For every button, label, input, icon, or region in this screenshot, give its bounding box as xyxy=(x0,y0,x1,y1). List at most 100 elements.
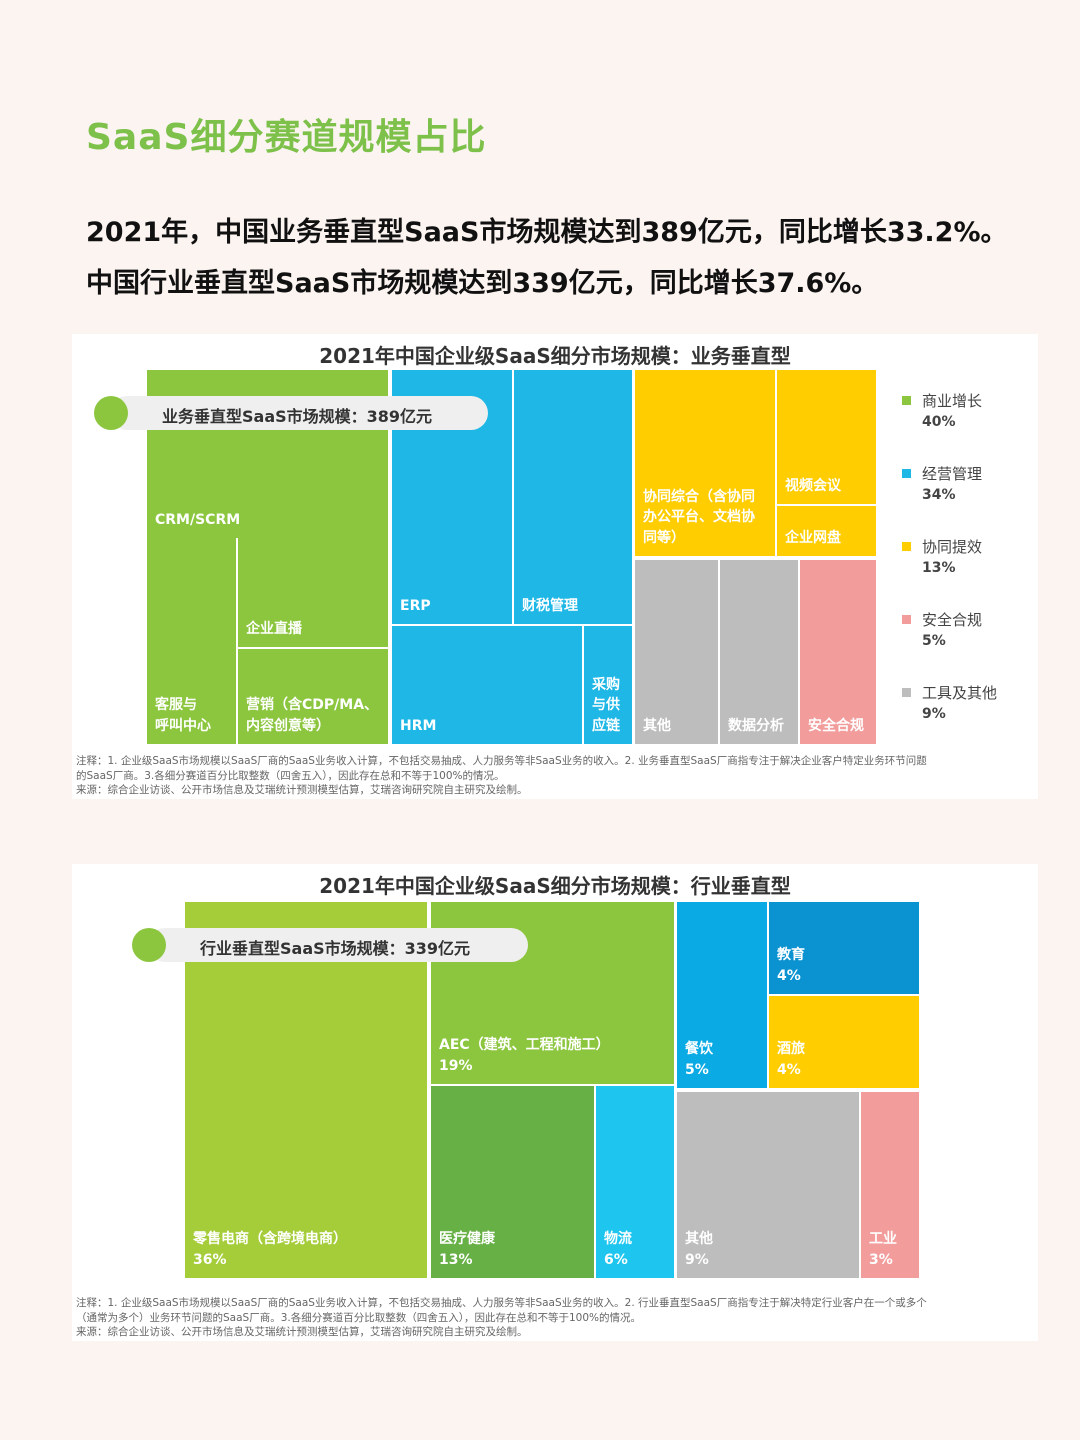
intro-line-1: 2021年，中国业务垂直型SaaS市场规模达到389亿元，同比增长33.2%。 xyxy=(86,217,1008,248)
tile-label: 安全合规 xyxy=(808,716,872,736)
tile-label-line: 应链 xyxy=(592,717,620,734)
note-line: 注释：1. 企业级SaaS市场规模以SaaS厂商的SaaS业务收入计算，不包括交… xyxy=(76,1297,927,1309)
treemap-tile-finance-tax: 财税管理 xyxy=(514,370,632,624)
chart-industry-vertical: 2021年中国企业级SaaS细分市场规模：行业垂直型 零售电商（含跨境电商） 36… xyxy=(72,864,1038,1341)
tile-label: 工业 3% xyxy=(869,1229,915,1270)
tile-label: 客服与 呼叫中心 xyxy=(155,695,232,736)
tile-label-line: 营销（含CDP/MA、 xyxy=(246,697,379,714)
legend-value: 34% xyxy=(922,487,956,503)
tile-label: 企业网盘 xyxy=(785,528,872,548)
legend-value: 5% xyxy=(922,633,946,649)
legend-item: 工具及其他 9% xyxy=(902,682,1032,755)
legend-label: 商业增长 xyxy=(922,392,983,410)
tile-value: 4% xyxy=(777,967,801,984)
tile-label-line: 企业网盘 xyxy=(785,529,841,546)
treemap-tile-data-analysis: 数据分析 xyxy=(720,560,798,744)
legend-item: 安全合规 5% xyxy=(902,609,1032,682)
tile-name: 教育 xyxy=(777,947,805,964)
legend-swatch xyxy=(902,469,911,478)
note-line: （通常为多个）业务环节问题的SaaS厂商。3.各细分赛道百分比取整数（四舍五入）… xyxy=(76,1311,641,1324)
tile-label-line: 视频会议 xyxy=(785,477,841,494)
tile-name: 酒旅 xyxy=(777,1041,805,1058)
tile-label-line: ERP xyxy=(400,597,431,614)
tile-label: 其他 xyxy=(643,716,714,736)
tile-label: CRM/SCRM xyxy=(155,510,384,530)
tile-label-line: 协同综合（含协同 xyxy=(643,489,755,506)
total-size-label: 行业垂直型SaaS市场规模：339亿元 xyxy=(200,939,471,958)
treemap-tile-healthcare: 医疗健康 13% xyxy=(431,1086,594,1278)
legend-value: 9% xyxy=(922,706,946,722)
treemap-tile-logistics: 物流 6% xyxy=(596,1086,674,1278)
tile-label: ERP xyxy=(400,596,508,616)
legend-label: 协同提效 xyxy=(922,538,983,556)
page-title: SaaS细分赛道规模占比 xyxy=(86,117,487,158)
tile-label-line: 安全合规 xyxy=(808,717,864,734)
tile-name: 餐饮 xyxy=(685,1041,713,1058)
note-line: 注释：1. 企业级SaaS市场规模以SaaS厂商的SaaS业务收入计算，不包括交… xyxy=(76,755,927,767)
total-size-label: 业务垂直型SaaS市场规模：389亿元 xyxy=(162,407,433,426)
tile-label-line: 客服与 xyxy=(155,697,197,714)
tile-label: 企业直播 xyxy=(246,619,384,639)
treemap-tile-customer-service: 客服与 呼叫中心 xyxy=(147,538,236,744)
note-line: 的SaaS厂商。3.各细分赛道百分比取整数（四舍五入），因此存在总和不等于100… xyxy=(76,769,505,782)
treemap-tile-retail: 零售电商（含跨境电商） 36% xyxy=(185,902,427,1278)
tile-value: 3% xyxy=(869,1251,893,1268)
green-dot-icon xyxy=(94,396,128,430)
note-line: 来源：综合企业访谈、公开市场信息及艾瑞统计预测模型估算，艾瑞咨询研究院自主研究及… xyxy=(76,784,528,796)
tile-name: 零售电商（含跨境电商） xyxy=(193,1231,347,1248)
treemap-tile-hrm: HRM xyxy=(392,626,582,744)
legend-label: 安全合规 xyxy=(922,611,983,629)
tile-label-line: HRM xyxy=(400,717,437,734)
treemap-tile-industry: 工业 3% xyxy=(861,1092,919,1278)
tile-value: 19% xyxy=(439,1057,473,1074)
tile-label: AEC（建筑、工程和施工） 19% xyxy=(439,1035,670,1076)
tile-label-line: 其他 xyxy=(643,717,671,734)
legend-item: 商业增长 40% xyxy=(902,390,1032,463)
tile-name: AEC（建筑、工程和施工） xyxy=(439,1037,610,1054)
tile-label-line: 数据分析 xyxy=(728,717,784,734)
tile-value: 36% xyxy=(193,1251,227,1268)
legend-swatch xyxy=(902,688,911,697)
tile-name: 医疗健康 xyxy=(439,1231,495,1248)
legend-label: 工具及其他 xyxy=(922,684,998,702)
legend-item: 经营管理 34% xyxy=(902,463,1032,536)
tile-name: 其他 xyxy=(685,1231,713,1248)
tile-label-line: CRM/SCRM xyxy=(155,511,241,528)
total-size-pill: 行业垂直型SaaS市场规模：339亿元 xyxy=(148,928,528,962)
tile-label: 协同综合（含协同 办公平台、文档协 同等） xyxy=(643,487,771,548)
treemap-tile-collab-suite: 协同综合（含协同 办公平台、文档协 同等） xyxy=(635,370,775,556)
chart-title: 2021年中国企业级SaaS细分市场规模：业务垂直型 xyxy=(319,344,791,368)
treemap-tile-live: 企业直播 xyxy=(238,538,388,647)
intro-line-2: 中国行业垂直型SaaS市场规模达到339亿元，同比增长37.6%。 xyxy=(86,268,879,299)
legend-swatch xyxy=(902,542,911,551)
treemap-tile-procurement: 采购 与供 应链 xyxy=(584,626,632,744)
tile-label: 其他 9% xyxy=(685,1229,855,1270)
chart-title: 2021年中国企业级SaaS细分市场规模：行业垂直型 xyxy=(319,874,791,898)
tile-label: 餐饮 5% xyxy=(685,1039,763,1080)
legend-value: 13% xyxy=(922,560,956,576)
tile-label: 零售电商（含跨境电商） 36% xyxy=(193,1229,423,1270)
legend-value: 40% xyxy=(922,414,956,430)
chart-notes: 注释：1. 企业级SaaS市场规模以SaaS厂商的SaaS业务收入计算，不包括交… xyxy=(76,1296,1036,1340)
total-size-pill: 业务垂直型SaaS市场规模：389亿元 xyxy=(110,396,488,430)
chart-legend: 商业增长 40% 经营管理 34% 协同提效 13% 安全合规 5% 工具及其他 9% xyxy=(902,390,1032,755)
tile-label: 财税管理 xyxy=(522,596,628,616)
treemap-tile-catering: 餐饮 5% xyxy=(677,902,767,1088)
tile-value: 4% xyxy=(777,1061,801,1078)
tile-label-line: 企业直播 xyxy=(246,620,302,637)
chart-business-vertical: 2021年中国企业级SaaS细分市场规模：业务垂直型 CRM/SCRM 客服与 呼叫… xyxy=(72,334,1038,799)
tile-label: HRM xyxy=(400,716,578,736)
tile-label: 物流 6% xyxy=(604,1229,670,1270)
tile-name: 工业 xyxy=(869,1231,897,1248)
treemap-tile-other: 其他 xyxy=(635,560,718,744)
tile-label: 医疗健康 13% xyxy=(439,1229,590,1270)
tile-value: 6% xyxy=(604,1251,628,1268)
tile-label: 酒旅 4% xyxy=(777,1039,915,1080)
note-line: 来源：综合企业访谈、公开市场信息及艾瑞统计预测模型估算，艾瑞咨询研究院自主研究及… xyxy=(76,1326,528,1338)
tile-label: 营销（含CDP/MA、 内容创意等） xyxy=(246,695,384,736)
chart-notes: 注释：1. 企业级SaaS市场规模以SaaS厂商的SaaS业务收入计算，不包括交… xyxy=(76,754,1036,798)
tile-label-line: 财税管理 xyxy=(522,597,578,614)
tile-name: 物流 xyxy=(604,1231,632,1248)
tile-label-line: 与供 xyxy=(592,697,620,714)
tile-label: 视频会议 xyxy=(785,476,872,496)
